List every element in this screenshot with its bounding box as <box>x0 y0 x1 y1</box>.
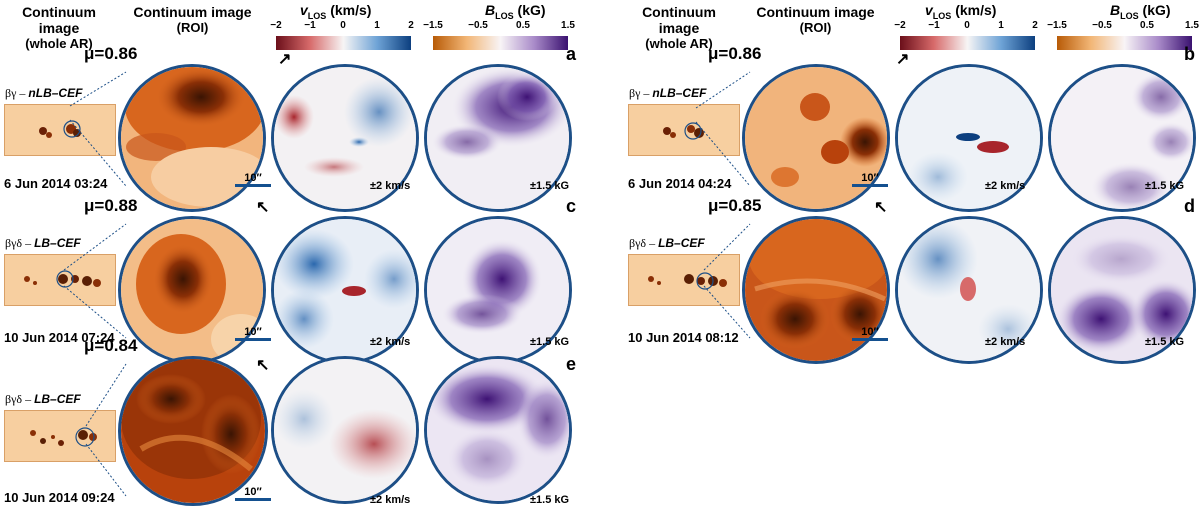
observation-date: 6 Jun 2014 04:24 <box>628 176 732 191</box>
roi-magnetic-circle <box>1048 216 1196 364</box>
whole-ar-image <box>628 254 740 306</box>
whole-ar-image <box>628 104 740 156</box>
roi-velocity-circle <box>271 356 419 504</box>
panel-label: c <box>566 196 577 216</box>
zoom-lines <box>69 71 127 187</box>
scale-bar: 10′′ <box>235 172 271 187</box>
scale-bar: 10′′ <box>852 172 888 187</box>
mu-value: μ=0.84 <box>84 336 138 355</box>
magnetic-range: ±1.5 kG <box>1145 336 1185 348</box>
header-whole-ar: Continuum image (whole AR) <box>22 4 96 51</box>
observation-date: 10 Jun 2014 09:24 <box>4 490 115 505</box>
roi-velocity-circle <box>895 216 1043 364</box>
panel-a: μ=0.86 ↗ a βγ – nLB–CEF <box>0 44 590 212</box>
velocity-range: ±2 km/s <box>985 336 1026 348</box>
vlos-colorbar-title: vLOS (km/s) <box>300 2 372 21</box>
header-whole-ar-right: Continuum image (whole AR) <box>642 4 716 51</box>
blos-colorbar-title: BLOS (kG) <box>485 2 546 21</box>
roi-magnetic-circle <box>424 64 572 212</box>
panel-c: μ=0.88 ↖ c βγδ – LB–CEF <box>0 196 590 364</box>
roi-continuum-circle <box>118 64 266 212</box>
mu-value: μ=0.86 <box>708 44 762 63</box>
magnetic-range: ±1.5 kG <box>530 180 570 192</box>
scale-bar: 10′′ <box>235 486 271 501</box>
panel-label: d <box>1184 196 1195 216</box>
direction-arrow-icon: ↗ <box>278 51 292 68</box>
vlos-colorbar-right: −2 −1 0 1 2 <box>894 20 1038 55</box>
header-roi-right: Continuum image (ROI) <box>756 4 875 35</box>
roi-continuum-circle <box>118 356 268 506</box>
blos-colorbar-right: −1.5 −0.5 0.5 1.5 <box>1047 20 1199 55</box>
velocity-range: ±2 km/s <box>370 494 411 506</box>
roi-continuum-circle <box>742 216 890 364</box>
mu-value: μ=0.86 <box>84 44 138 63</box>
zoom-lines <box>703 223 751 339</box>
zoom-lines <box>63 223 127 339</box>
header-roi: Continuum image (ROI) <box>133 4 252 35</box>
roi-magnetic-circle <box>1048 64 1196 212</box>
panel-label: e <box>566 354 577 374</box>
direction-arrow-icon: ↗ <box>896 51 910 68</box>
direction-arrow-icon: ↖ <box>256 357 270 374</box>
zoom-lines <box>85 363 127 497</box>
observation-date: 10 Jun 2014 07:24 <box>4 330 115 345</box>
velocity-range: ±2 km/s <box>370 336 411 348</box>
velocity-range: ±2 km/s <box>370 180 411 192</box>
magnetic-range: ±1.5 kG <box>530 494 570 506</box>
panel-b: μ=0.86 ↗ b βγ – nLB–CEF <box>624 44 1200 212</box>
classification: βγ – nLB–CEF <box>5 86 83 100</box>
scale-bar: 10′′ <box>235 326 271 341</box>
classification: βγ – nLB–CEF <box>629 86 707 100</box>
blos-colorbar-left: −1.5 −0.5 0.5 1.5 <box>423 20 575 55</box>
classification: βγδ – LB–CEF <box>5 392 81 406</box>
vlos-colorbar-title-right: vLOS (km/s) <box>925 2 997 21</box>
roi-velocity-circle <box>271 64 419 212</box>
roi-continuum-circle <box>118 216 266 364</box>
roi-velocity-circle <box>895 64 1043 212</box>
panel-label: a <box>566 44 577 64</box>
direction-arrow-icon: ↖ <box>256 199 270 216</box>
roi-magnetic-circle <box>424 356 572 504</box>
magnetic-range: ±1.5 kG <box>530 336 570 348</box>
observation-date: 10 Jun 2014 08:12 <box>628 330 739 345</box>
scale-bar: 10′′ <box>852 326 888 341</box>
whole-ar-image <box>4 254 116 306</box>
classification: βγδ – LB–CEF <box>629 236 705 250</box>
observation-date: 6 Jun 2014 03:24 <box>4 176 108 191</box>
direction-arrow-icon: ↖ <box>874 199 888 216</box>
vlos-colorbar-left: −2 −1 0 1 2 <box>270 20 414 55</box>
panel-e: μ=0.84 ↖ e βγδ – LB–CEF <box>0 336 590 506</box>
magnetic-range: ±1.5 kG <box>1145 180 1185 192</box>
mu-value: μ=0.88 <box>84 196 138 215</box>
roi-continuum-circle <box>742 64 890 212</box>
classification: βγδ – LB–CEF <box>5 236 81 250</box>
roi-velocity-circle <box>271 216 419 364</box>
velocity-range: ±2 km/s <box>985 180 1026 192</box>
panel-d: μ=0.85 ↖ d βγδ – LB–CEF <box>624 196 1200 364</box>
whole-ar-image <box>4 104 116 156</box>
whole-ar-image <box>4 410 116 462</box>
blos-colorbar-title-right: BLOS (kG) <box>1110 2 1171 21</box>
zoom-lines <box>695 71 751 187</box>
mu-value: μ=0.85 <box>708 196 762 215</box>
panel-label: b <box>1184 44 1195 64</box>
